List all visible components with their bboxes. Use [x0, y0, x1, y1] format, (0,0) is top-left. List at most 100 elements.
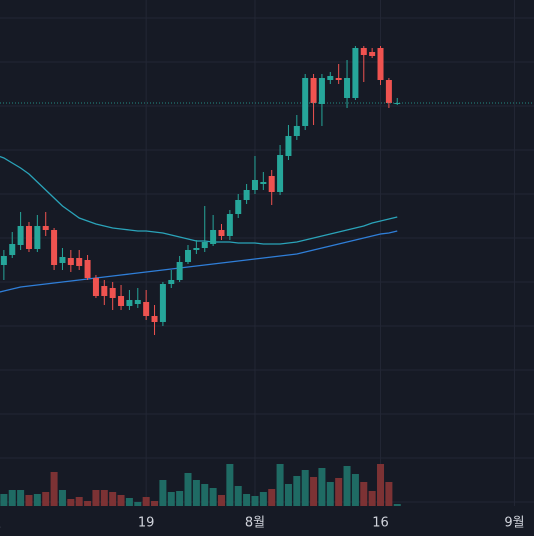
- volume-bar: [385, 482, 393, 506]
- candle-body: [394, 103, 401, 104]
- candle-body: [251, 180, 258, 190]
- x-tick-label: 9월: [504, 516, 524, 531]
- volume-bar: [209, 488, 217, 506]
- candle-body: [344, 78, 351, 98]
- candle-body: [25, 226, 32, 249]
- candle-body: [277, 155, 284, 192]
- moving-average-line: [0, 230, 398, 293]
- volume-bar: [243, 494, 251, 506]
- volume-bar: [284, 484, 292, 506]
- candle-body: [318, 78, 325, 104]
- volume-bar: [343, 466, 351, 506]
- candle-body: [218, 230, 225, 236]
- volume-bar: [134, 502, 142, 506]
- candle-body: [201, 242, 208, 248]
- volume-bar: [33, 494, 41, 506]
- volume-bar: [368, 491, 376, 506]
- volume-bar: [17, 490, 25, 506]
- volume-bar: [310, 477, 318, 506]
- volume-bar: [276, 464, 284, 506]
- candle-body: [126, 300, 133, 306]
- volume-bar: [184, 473, 192, 506]
- volume-bar: [117, 495, 125, 506]
- candle-body: [134, 300, 141, 304]
- candle-body: [335, 78, 342, 80]
- volume-bar: [151, 501, 159, 506]
- candle-body: [109, 288, 116, 298]
- x-tick-label: 16: [372, 516, 389, 531]
- candle-body: [0, 256, 7, 265]
- volume-bar: [42, 492, 50, 506]
- volume-bar: [226, 464, 234, 506]
- volume-bar: [92, 490, 100, 506]
- volume-bar: [335, 478, 343, 506]
- volume-bar: [159, 480, 167, 506]
- candle-body: [193, 248, 200, 250]
- plot: [0, 46, 534, 506]
- candle-body: [302, 78, 309, 126]
- candle-body: [101, 286, 108, 296]
- candle-body: [377, 48, 384, 80]
- candle-body: [76, 258, 83, 266]
- volume-bar: [217, 495, 225, 506]
- volume-bar: [142, 497, 150, 506]
- volume-bar: [125, 498, 133, 506]
- volume-bar: [259, 492, 267, 506]
- candle-body: [226, 214, 233, 236]
- candle-body: [168, 280, 175, 284]
- candle-body: [235, 200, 242, 214]
- volume-bar: [50, 472, 58, 506]
- volume-bar: [176, 491, 184, 506]
- volume-bar: [393, 504, 401, 506]
- candle-body: [327, 76, 334, 80]
- volume-bar: [25, 495, 33, 506]
- candle-body: [9, 244, 16, 255]
- candle-body: [360, 48, 367, 55]
- candle-body: [67, 258, 74, 265]
- candle-body: [84, 260, 91, 278]
- candle-body: [310, 78, 317, 103]
- volume-bar: [301, 470, 309, 506]
- candle-body: [118, 296, 125, 306]
- candle-body: [185, 250, 192, 262]
- candle-body: [260, 182, 267, 184]
- candle-body: [34, 226, 41, 249]
- candle-body: [369, 52, 376, 56]
- volume-bar: [351, 474, 359, 506]
- volume-bar: [192, 480, 200, 506]
- volume-bar: [167, 492, 175, 506]
- volume-bar: [201, 484, 209, 506]
- candle-body: [92, 278, 99, 296]
- candle-body: [268, 176, 275, 192]
- volume-bar: [318, 468, 326, 506]
- volume-bar: [268, 489, 276, 506]
- candle-body: [285, 136, 292, 156]
- candle-body: [59, 257, 66, 263]
- volume-bar: [67, 499, 75, 506]
- volume-bar: [360, 482, 368, 506]
- volume-bar: [58, 490, 66, 506]
- volume-bar: [75, 497, 83, 506]
- volume-bar: [251, 496, 259, 506]
- candle-body: [42, 226, 49, 230]
- candle-body: [17, 226, 24, 245]
- volume-bar: [8, 490, 16, 506]
- volume-bar: [326, 482, 334, 506]
- candle-body: [143, 302, 150, 316]
- candle-body: [51, 230, 58, 265]
- candle-body: [159, 284, 166, 322]
- volume-bar: [100, 490, 108, 506]
- candle-body: [210, 230, 217, 244]
- candle-body: [293, 126, 300, 136]
- candle-body: [352, 48, 359, 98]
- candle-body: [385, 80, 392, 103]
- candle-body: [176, 262, 183, 280]
- x-tick-label: 8월: [245, 516, 265, 531]
- volume-bar: [377, 464, 385, 506]
- volume-bar: [0, 494, 8, 506]
- x-tick-label: 월: [0, 516, 1, 531]
- volume-bar: [109, 492, 117, 506]
- candle-body: [151, 316, 158, 322]
